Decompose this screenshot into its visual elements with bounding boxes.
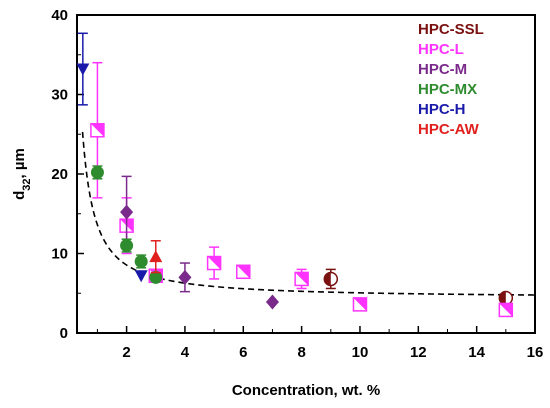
y-axis-title-main: d — [11, 191, 28, 200]
legend-entry-hpc-ssl: HPC-SSL — [418, 21, 484, 38]
legend-entry-hpc-h: HPC-H — [418, 101, 466, 118]
data-point-hpc-l — [206, 246, 222, 280]
axes: 2 4 6 8 10 12 14 16 0 10 20 30 40 — [51, 7, 543, 361]
legend-entry-hpc-m: HPC-M — [418, 61, 467, 78]
y-tick-label-0: 0 — [60, 325, 68, 342]
data-point-hpc-l — [352, 297, 368, 312]
x-tick-label-6: 6 — [239, 344, 247, 361]
y-tick-label-40: 40 — [51, 7, 68, 24]
y-axis-title-unit: , µm — [11, 148, 28, 178]
data-point-hpc-m — [265, 294, 279, 310]
data-point-hpc-l — [294, 268, 309, 290]
marker-circle — [134, 254, 148, 268]
data-point-hpc-h — [134, 270, 148, 283]
data-point-hpc-mx — [149, 270, 163, 284]
data-point-hpc-mx — [120, 238, 134, 253]
legend-entry-hpc-l: HPC-L — [418, 41, 464, 58]
y-tick-label-30: 30 — [51, 87, 68, 104]
marker-circle — [149, 270, 163, 284]
marker-circle — [90, 165, 104, 179]
data-point-hpc-mx — [134, 254, 148, 269]
marker-diamond — [265, 294, 279, 310]
marker-circle-fill — [499, 291, 506, 305]
data-point-hpc-m — [120, 175, 134, 249]
y-tick-label-20: 20 — [51, 166, 68, 183]
marker-square-fill — [90, 123, 104, 137]
data-point-hpc-ssl — [323, 268, 339, 290]
marker-square-fill — [499, 303, 513, 317]
fit-curve-layer — [81, 131, 535, 296]
legend: HPC-SSL HPC-L HPC-M HPC-MX HPC-H HPC-AW — [418, 21, 484, 138]
data-point-hpc-aw — [149, 240, 163, 274]
x-tick-label-4: 4 — [181, 344, 190, 361]
legend-entry-hpc-aw: HPC-AW — [418, 121, 480, 138]
marker-diamond — [178, 269, 192, 285]
marker-circle-fill — [324, 272, 331, 286]
y-tick-label-10: 10 — [51, 246, 68, 263]
marker-square-fill — [353, 297, 367, 311]
legend-entry-hpc-mx: HPC-MX — [418, 81, 477, 98]
y-axis-title: d32, µm — [11, 148, 33, 200]
x-axis-title: Concentration, wt. % — [232, 382, 380, 399]
marker-diamond — [120, 204, 134, 220]
marker-square-fill — [295, 272, 309, 286]
x-tick-label-8: 8 — [297, 344, 305, 361]
data-point-hpc-ssl — [498, 290, 514, 306]
x-tick-label-10: 10 — [352, 344, 369, 361]
x-tick-label-16: 16 — [527, 344, 544, 361]
data-point-hpc-mx — [90, 165, 104, 180]
data-point-hpc-l — [498, 302, 514, 318]
data-point-hpc-m — [178, 262, 192, 293]
marker-square-fill — [207, 256, 221, 270]
x-tick-label-14: 14 — [468, 344, 485, 361]
marker-triangle-up — [149, 250, 163, 263]
marker-triangle-down — [134, 270, 148, 283]
data-point-hpc-h — [76, 32, 90, 106]
x-tick-label-12: 12 — [410, 344, 427, 361]
fit-curve — [81, 131, 535, 296]
marker-circle — [120, 239, 134, 253]
y-axis-title-subscript: 32 — [21, 178, 33, 190]
marker-square-fill — [236, 265, 250, 279]
x-tick-label-2: 2 — [122, 344, 130, 361]
data-points-layer — [76, 32, 514, 318]
data-point-hpc-l — [236, 264, 251, 280]
marker-triangle-down — [76, 63, 90, 76]
